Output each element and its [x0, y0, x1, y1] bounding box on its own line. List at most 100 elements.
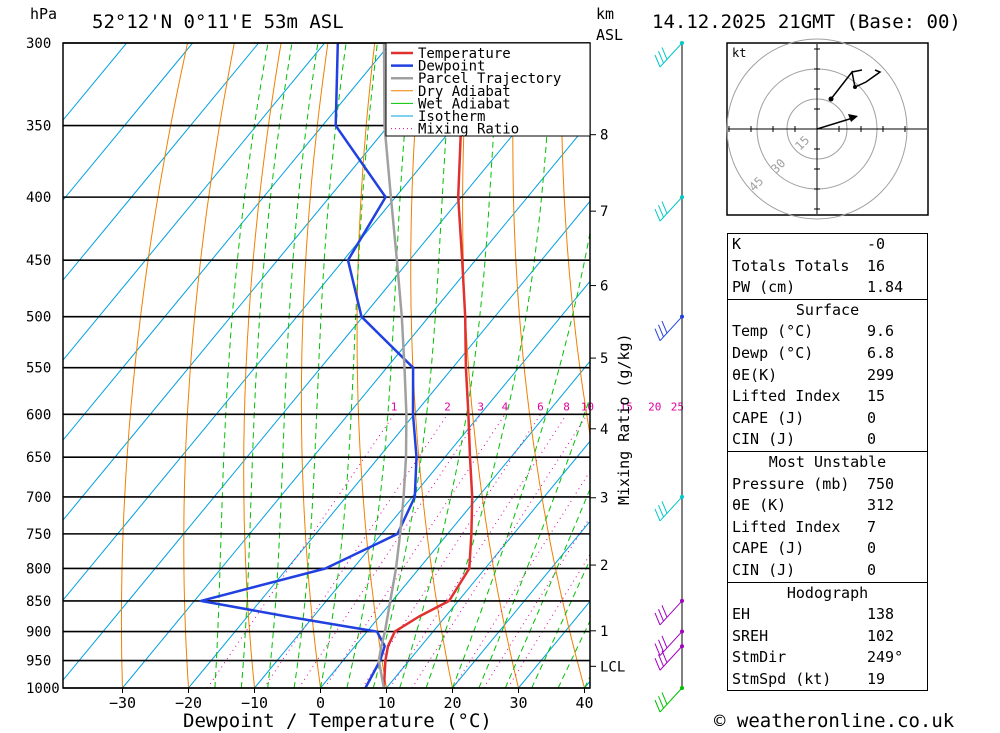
dry-adiabat-line [356, 43, 387, 688]
mixing-ratio-line [324, 414, 506, 688]
location-title: 52°12'N 0°11'E 53m ASL [92, 11, 344, 33]
asl-label: ASL [596, 26, 623, 44]
isotherm-line [320, 360, 590, 688]
isotherm-line [63, 43, 392, 441]
surface-cape-row: CAPE (J) 0 [732, 408, 877, 427]
totals-totals-row: Totals Totals 16 [732, 256, 886, 275]
eh-row: EH 138 [732, 605, 895, 624]
km-tick-label: 2 [600, 558, 608, 574]
wind-barb [654, 686, 684, 713]
dry-adiabat-line [300, 43, 329, 688]
km-label: km [596, 5, 614, 23]
wet-adiabat-line [504, 487, 590, 688]
isotherm-line [254, 280, 590, 688]
pressure-tick-label: 900 [26, 625, 51, 641]
legend-label: Parcel Trajectory [418, 71, 561, 87]
x-tick-label: 10 [377, 694, 395, 712]
isotherm-line [452, 520, 590, 688]
dry-adiabat-line [243, 43, 282, 688]
mixing-ratio-label: 1 [391, 400, 398, 413]
storm-motion-arrowhead [848, 114, 858, 122]
hodograph-point [853, 85, 857, 89]
pressure-tick-label: 850 [26, 594, 51, 610]
x-tick-label: 20 [443, 694, 461, 712]
mu-cin-row: CIN (J) 0 [732, 560, 877, 579]
pressure-tick-label: 700 [26, 490, 51, 506]
dry-adiabat-line [183, 43, 235, 688]
x-tick-label: −10 [241, 694, 268, 712]
km-tick-label: 1 [600, 624, 608, 640]
legend-box [385, 42, 591, 137]
mu-thetae-row: θE (K) 312 [732, 496, 895, 515]
wet-adiabat-line [346, 43, 414, 688]
x-tick-label: 40 [575, 694, 593, 712]
mixing-ratio-label: 2 [444, 400, 451, 413]
surface-cin-row: CIN (J) 0 [732, 430, 877, 449]
isotherm-line [63, 43, 590, 681]
pressure-tick-label: 600 [26, 407, 51, 423]
pressure-tick-label: 550 [26, 361, 51, 377]
mixing-ratio-label: 25 [671, 400, 684, 413]
x-axis-label: Dewpoint / Temperature (°C) [183, 710, 492, 732]
dewpoint-profile [199, 43, 418, 688]
pw-row: PW (cm) 1.84 [732, 278, 904, 297]
pressure-tick-label: 450 [26, 253, 51, 269]
surface-thetae-row: θE(K) 299 [732, 365, 895, 384]
wind-barb [654, 494, 684, 522]
mixing-ratio-line [452, 470, 590, 688]
x-tick-label: 30 [509, 694, 527, 712]
pressure-tick-label: 950 [26, 654, 51, 670]
hodograph-title: Hodograph [786, 583, 869, 602]
dry-adiabat-line [936, 43, 1000, 688]
surface-dewp-row: Dewp (°C) 6.8 [732, 343, 895, 362]
legend-label: Wet Adiabat [418, 96, 511, 112]
mixing-ratio-label: 10 [581, 400, 594, 413]
pressure-tick-label: 650 [26, 450, 51, 466]
most-unstable-section: Most Unstable Pressure (mb) 750 θE (K) 312… [728, 450, 927, 582]
pressure-tick-label: 400 [26, 190, 51, 206]
isotherm-line [63, 43, 326, 361]
pressure-tick-label: 800 [26, 561, 51, 577]
dry-adiabat-line [410, 43, 453, 688]
dry-adiabat-line [462, 43, 519, 688]
wet-adiabat-line [531, 558, 590, 688]
surface-li-row: Lifted Index 15 [732, 387, 886, 406]
mixing-ratio-label: 4 [502, 400, 509, 413]
pressure-tick-label: 350 [26, 119, 51, 135]
dry-adiabat-line [512, 43, 585, 688]
isotherm-line [122, 120, 590, 688]
wind-barb [654, 598, 684, 626]
most-unstable-title: Most Unstable [768, 452, 887, 471]
isotherm-line [63, 43, 524, 601]
indices-table: K -0 Totals Totals 16 PW (cm) 1.84 Surface … [727, 233, 928, 692]
hodograph-section: Hodograph EH 138 SREH 102 StmDir 249° StmSp… [728, 581, 927, 691]
mixing-ratio-line [298, 414, 482, 688]
hodograph-point [828, 96, 834, 102]
dry-adiabat-line [983, 43, 1000, 688]
km-tick-label: 7 [600, 204, 608, 220]
wet-adiabat-line [320, 43, 378, 688]
km-tick-label: 5 [600, 351, 608, 367]
sreh-row: SREH 102 [732, 626, 895, 645]
legend-label: Dewpoint [418, 59, 485, 75]
mixing-ratio-label: 6 [537, 400, 544, 413]
pressure-tick-label: 300 [26, 36, 51, 52]
mixing-ratio-label: 20 [648, 400, 661, 413]
wind-barb [654, 314, 684, 342]
stmdir-row: StmDir 249° [732, 648, 904, 667]
legend-label: Dry Adiabat [418, 84, 511, 100]
hodograph-trace [830, 69, 882, 100]
mixing-ratio-label: 3 [477, 400, 484, 413]
km-tick-label: LCL [600, 659, 625, 675]
copyright: © weatheronline.co.uk [714, 710, 955, 732]
parcel-trajectory-profile [377, 43, 408, 688]
mu-pressure-row: Pressure (mb) 750 [732, 474, 895, 493]
km-tick-label: 8 [600, 128, 608, 144]
storm-motion-vector [816, 116, 857, 130]
mu-li-row: Lifted Index 7 [732, 517, 877, 536]
legend-label: Temperature [418, 46, 511, 62]
temperature-profile [382, 43, 478, 688]
mixing-ratio-label: 8 [563, 400, 570, 413]
x-tick-label: 0 [316, 694, 325, 712]
